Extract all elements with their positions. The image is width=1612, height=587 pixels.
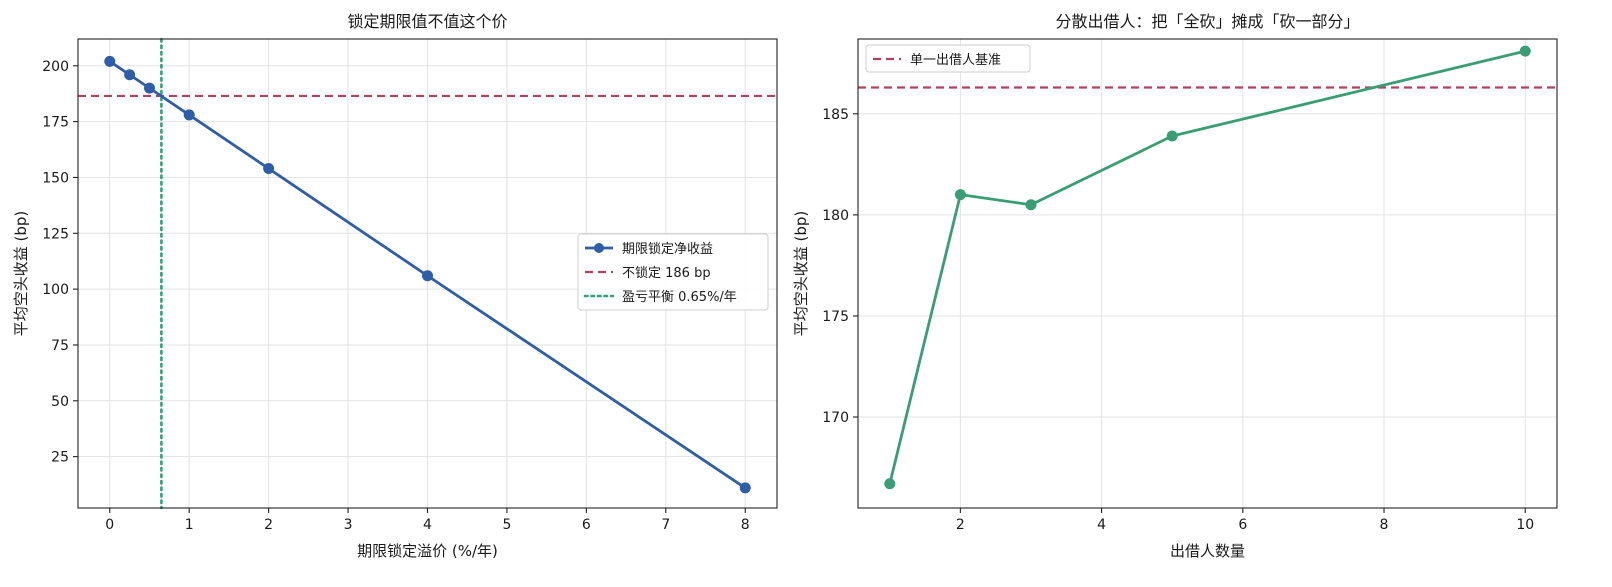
series-line: [888, 49, 1526, 485]
y-tick-label: 150: [42, 170, 69, 186]
data-point: [954, 189, 966, 201]
y-tick-label: 170: [822, 410, 849, 426]
x-tick-label: 7: [661, 517, 670, 533]
y-tick-label: 175: [42, 115, 69, 131]
y-tick-label: 50: [51, 394, 69, 410]
data-point: [422, 270, 433, 282]
x-tick-label: 6: [1238, 517, 1247, 533]
plot-frame: [77, 38, 778, 509]
right-panel-lender-diversification: 2 4 6 8 10 170 175 180 185 分散出借人：把「全砍」摊成「砍一部分」出借人…: [792, 12, 1558, 560]
data-point: [124, 69, 136, 81]
x-tick-label: 8: [1380, 517, 1389, 533]
data-point: [263, 163, 275, 175]
chart-title: 分散出借人：把「全砍」摊成「砍一部分」: [1055, 12, 1359, 31]
data-point: [1025, 199, 1037, 211]
plot-frame: [857, 38, 1558, 509]
y-tick-label: 200: [42, 59, 69, 75]
x-tick-label: 5: [502, 517, 511, 533]
y-tick-label: 100: [42, 282, 69, 298]
y-tick-label: 185: [822, 107, 849, 123]
legend-label: 期限锁定净收益: [622, 241, 713, 257]
legend-label: 不锁定 186 bp: [622, 265, 711, 281]
y-axis-label: 平均空头收益 (bp): [12, 211, 30, 337]
y-tick-label: 180: [822, 208, 849, 224]
x-tick-label: 4: [423, 517, 432, 533]
data-point: [143, 82, 155, 94]
data-point: [739, 482, 751, 494]
y-tick-label: 75: [51, 338, 69, 354]
data-point: [1166, 130, 1178, 142]
x-tick-label: 2: [956, 517, 965, 533]
x-tick-label: 10: [1516, 517, 1534, 533]
left-panel-duration-lock-premium: 0 1 2 3 4 5 6 7 8 25 50 75 100 125 150 175 200 锁定期限值不值这个价…: [12, 12, 778, 560]
legend-swatch-marker: [594, 243, 604, 253]
chart-title: 锁定期限值不值这个价: [347, 12, 507, 31]
x-tick-label: 6: [582, 517, 591, 533]
x-tick-label: 8: [741, 517, 750, 533]
y-tick-label: 25: [51, 450, 69, 466]
x-tick-label: 2: [264, 517, 273, 533]
data-point: [104, 55, 116, 67]
x-tick-label: 3: [344, 517, 353, 533]
data-point: [1519, 45, 1531, 57]
legend-box: [577, 233, 769, 311]
data-point: [884, 478, 896, 490]
x-tick-label: 0: [105, 517, 114, 533]
legend-box: [865, 44, 1031, 73]
y-tick-label: 125: [42, 226, 69, 242]
legend-label: 盈亏平衡 0.65%/年: [622, 290, 737, 305]
y-tick-label: 175: [822, 309, 849, 325]
x-axis-label: 出借人数量: [1170, 542, 1245, 560]
data-point: [183, 109, 195, 121]
y-axis-label: 平均空头收益 (bp): [792, 211, 810, 337]
x-tick-label: 4: [1097, 517, 1106, 533]
x-tick-label: 1: [185, 517, 194, 533]
x-axis-label: 期限锁定溢价 (%/年): [357, 542, 498, 560]
legend-label: 单一出借人基准: [910, 53, 1001, 68]
